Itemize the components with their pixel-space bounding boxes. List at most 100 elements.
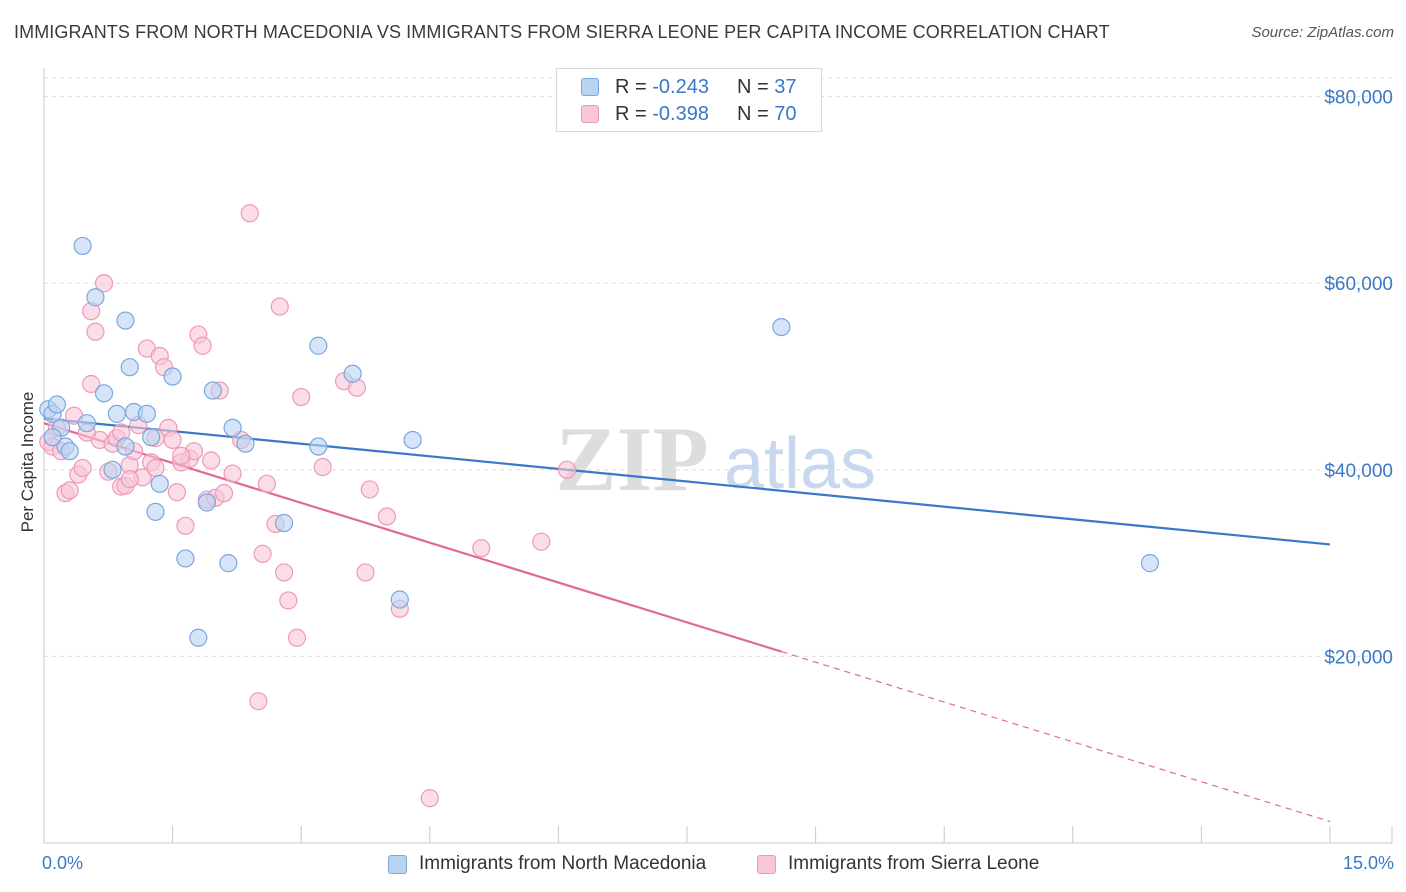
point-sierra-leone <box>274 563 294 582</box>
legend-r-value: -0.398 <box>652 102 709 125</box>
legend-n-value: 70 <box>774 102 797 125</box>
trend-line-sierra-leone <box>43 422 782 653</box>
point-sierra-leone <box>167 483 186 502</box>
point-north-macedonia <box>236 434 255 453</box>
point-north-macedonia <box>103 460 122 479</box>
point-sierra-leone <box>253 544 272 563</box>
point-sierra-leone <box>360 480 379 499</box>
point-sierra-leone <box>257 474 277 493</box>
point-north-macedonia <box>94 384 114 403</box>
legend-r-value: -0.243 <box>652 75 709 98</box>
point-north-macedonia <box>309 437 328 456</box>
y-tick-label: $80,000 <box>1324 88 1393 109</box>
point-sierra-leone <box>73 458 92 478</box>
legend-r-label: R = <box>615 102 653 125</box>
point-sierra-leone <box>270 297 289 316</box>
source-label: Source: ZipAtlas.com <box>1251 24 1394 41</box>
y-tick-labels: $20,000 $40,000 $60,000 $80,000 <box>1324 88 1393 669</box>
axes-layer <box>43 68 1393 844</box>
point-north-macedonia <box>60 442 79 461</box>
point-sierra-leone <box>377 507 397 526</box>
point-sierra-leone <box>292 387 311 407</box>
x-tick-label-min: 0.0% <box>42 853 84 873</box>
bottom-legend-swatch-pink <box>757 854 776 874</box>
point-north-macedonia <box>223 418 242 437</box>
legend-n-label: N = <box>736 102 775 125</box>
point-sierra-leone <box>120 470 139 489</box>
point-sierra-leone <box>86 322 105 341</box>
grid-layer <box>44 77 1392 657</box>
trend-line-sierra-leone-extension <box>781 651 1331 823</box>
point-sierra-leone <box>279 591 298 610</box>
chart-title: IMMIGRANTS FROM NORTH MACEDONIA VS IMMIG… <box>14 22 1110 42</box>
point-north-macedonia <box>163 367 182 386</box>
point-sierra-leone <box>94 274 114 293</box>
bottom-legend-swatch-blue <box>388 854 407 874</box>
point-sierra-leone <box>313 457 332 477</box>
point-sierra-leone <box>420 789 439 808</box>
point-north-macedonia <box>86 288 105 307</box>
bottom-legend-label: Immigrants from Sierra Leone <box>788 853 1040 874</box>
point-sierra-leone <box>240 204 259 223</box>
watermark-zip: ZIP <box>555 408 708 510</box>
point-north-macedonia <box>137 404 156 423</box>
point-sierra-leone <box>202 451 221 470</box>
correlation-legend: R = -0.243 N = 37 R = -0.398 N = 70 <box>556 68 822 132</box>
point-sierra-leone <box>287 628 307 647</box>
point-sierra-leone <box>532 532 551 551</box>
point-sierra-leone <box>146 458 165 478</box>
watermark: ZIP atlas <box>555 408 876 510</box>
point-sierra-leone <box>249 692 268 711</box>
legend-n-label: N = <box>736 75 775 98</box>
legend-row-north-macedonia: R = -0.243 N = 37 <box>581 74 796 100</box>
legend-swatch-blue <box>581 78 599 96</box>
point-sierra-leone <box>557 460 577 479</box>
point-north-macedonia <box>73 236 92 256</box>
point-north-macedonia <box>142 428 161 447</box>
y-tick-label: $60,000 <box>1324 274 1393 295</box>
bottom-legend-sierra-leone: Immigrants from Sierra Leone <box>757 852 1039 876</box>
point-north-macedonia <box>197 493 216 512</box>
point-sierra-leone <box>223 464 242 483</box>
point-sierra-leone <box>472 539 491 558</box>
bottom-legend-label: Immigrants from North Macedonia <box>419 853 707 874</box>
y-tick-label: $20,000 <box>1324 647 1393 668</box>
point-north-macedonia <box>107 404 126 423</box>
point-north-macedonia <box>176 549 195 568</box>
y-tick-label: $40,000 <box>1324 461 1393 482</box>
point-sierra-leone <box>356 563 375 582</box>
legend-swatch-pink <box>581 105 599 123</box>
point-sierra-leone <box>82 374 101 394</box>
point-north-macedonia <box>116 311 135 330</box>
point-north-macedonia <box>146 502 165 521</box>
bottom-legend-north-macedonia: Immigrants from North Macedonia <box>388 852 706 876</box>
point-north-macedonia <box>43 428 62 447</box>
point-sierra-leone <box>176 516 195 535</box>
watermark-atlas: atlas <box>724 424 876 504</box>
point-north-macedonia <box>309 336 328 355</box>
point-sierra-leone <box>214 484 234 503</box>
trend-line-north-macedonia <box>43 417 1331 546</box>
legend-row-sierra-leone: R = -0.398 N = 70 <box>581 101 796 127</box>
point-sierra-leone <box>60 481 79 500</box>
point-north-macedonia <box>120 358 139 377</box>
x-tick-label-max: 15.0% <box>1342 853 1394 873</box>
point-north-macedonia <box>772 317 791 337</box>
trend-lines <box>43 417 1331 823</box>
point-north-macedonia <box>390 590 409 609</box>
point-sierra-leone <box>163 430 182 450</box>
point-north-macedonia <box>189 628 208 647</box>
points-layer <box>39 204 1160 808</box>
point-north-macedonia <box>274 513 294 533</box>
point-sierra-leone <box>172 446 191 465</box>
point-north-macedonia <box>219 554 238 573</box>
point-north-macedonia <box>77 414 96 433</box>
point-north-macedonia <box>1140 554 1160 573</box>
point-north-macedonia <box>47 395 66 414</box>
point-north-macedonia <box>116 437 135 456</box>
legend-n-value: 37 <box>774 75 797 98</box>
point-north-macedonia <box>150 474 169 493</box>
legend-r-label: R = <box>615 75 653 98</box>
point-sierra-leone <box>193 336 212 355</box>
